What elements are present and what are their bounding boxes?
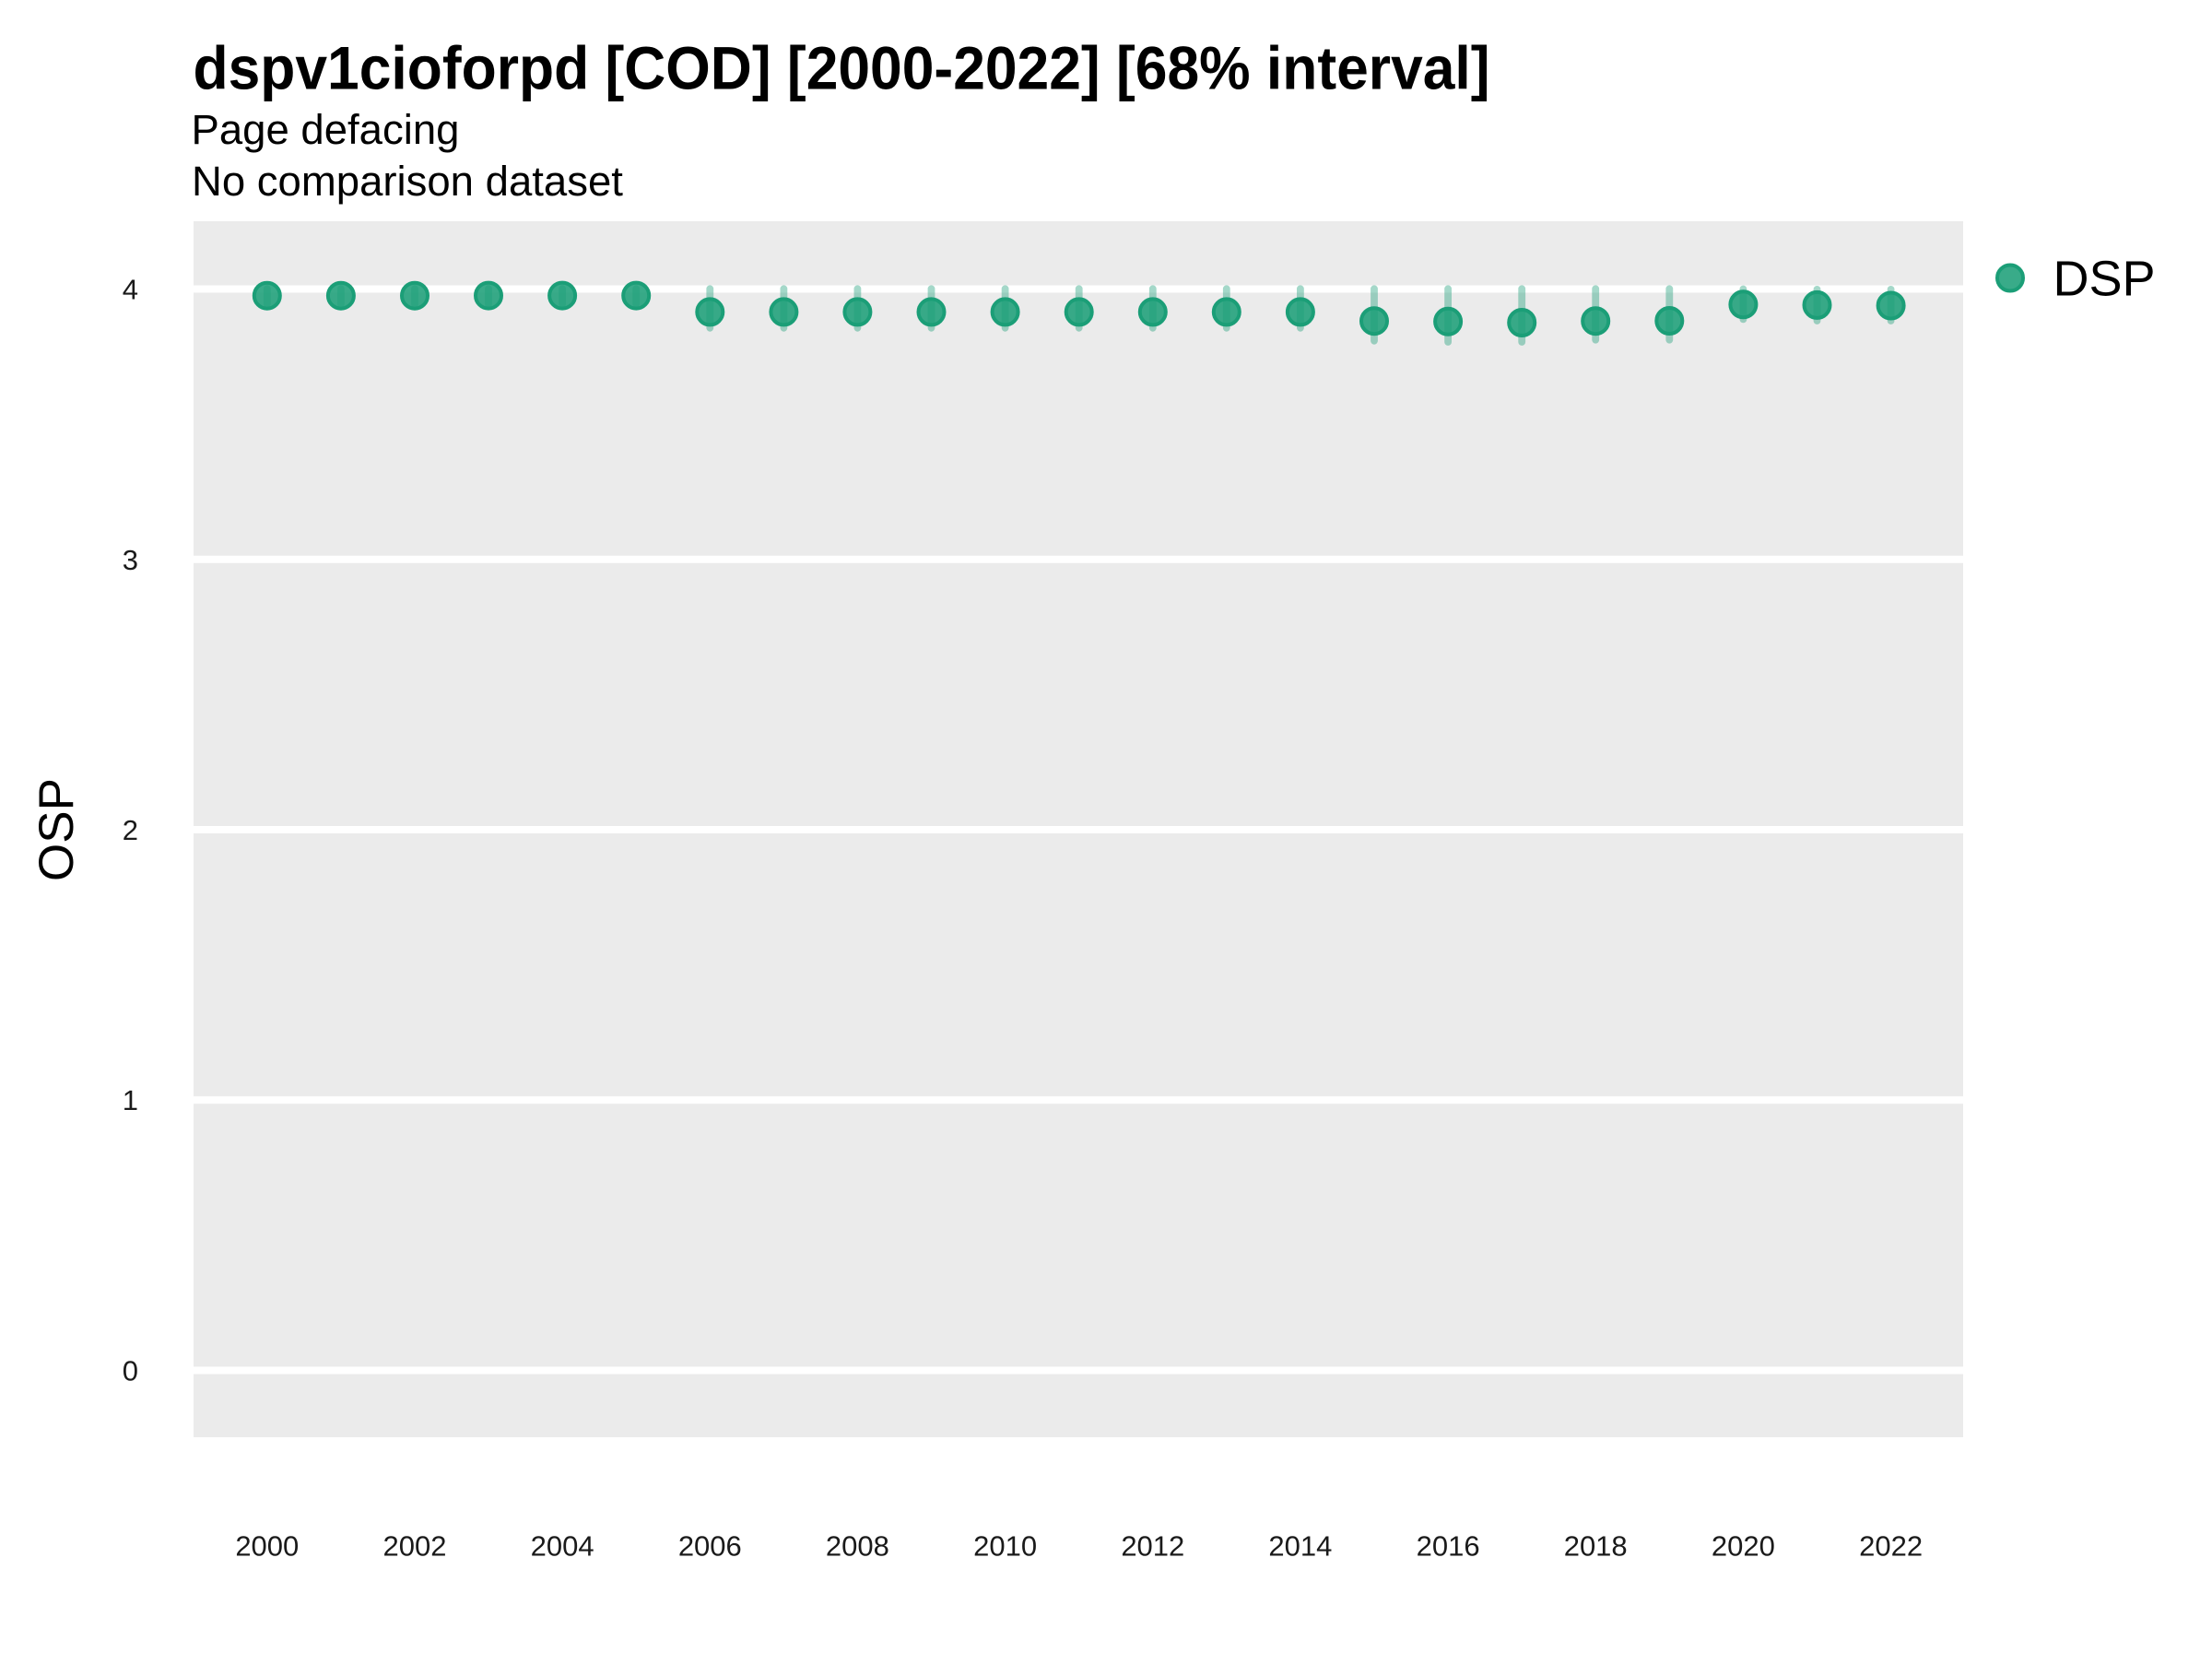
svg-text:2: 2 bbox=[123, 814, 138, 846]
svg-text:2008: 2008 bbox=[826, 1530, 889, 1563]
svg-text:2010: 2010 bbox=[973, 1530, 1037, 1563]
svg-text:3: 3 bbox=[123, 544, 138, 576]
svg-text:2000: 2000 bbox=[235, 1530, 299, 1563]
svg-text:OSP: OSP bbox=[29, 778, 84, 881]
svg-text:dspv1cioforpd [COD] [2000-2022: dspv1cioforpd [COD] [2000-2022] [68% int… bbox=[194, 34, 1490, 102]
svg-text:2006: 2006 bbox=[678, 1530, 742, 1563]
svg-text:4: 4 bbox=[123, 274, 138, 306]
svg-text:2012: 2012 bbox=[1121, 1530, 1184, 1563]
svg-text:Page defacing: Page defacing bbox=[192, 106, 460, 153]
svg-text:1: 1 bbox=[123, 1084, 138, 1116]
svg-text:2018: 2018 bbox=[1564, 1530, 1628, 1563]
svg-text:2004: 2004 bbox=[531, 1530, 594, 1563]
svg-text:2014: 2014 bbox=[1268, 1530, 1332, 1563]
svg-text:2020: 2020 bbox=[1712, 1530, 1775, 1563]
svg-text:2022: 2022 bbox=[1859, 1530, 1923, 1563]
svg-text:2002: 2002 bbox=[383, 1530, 447, 1563]
svg-text:0: 0 bbox=[123, 1355, 138, 1387]
svg-text:No comparison dataset: No comparison dataset bbox=[192, 158, 623, 205]
svg-text:DSP: DSP bbox=[2053, 252, 2156, 307]
svg-text:2016: 2016 bbox=[1417, 1530, 1480, 1563]
